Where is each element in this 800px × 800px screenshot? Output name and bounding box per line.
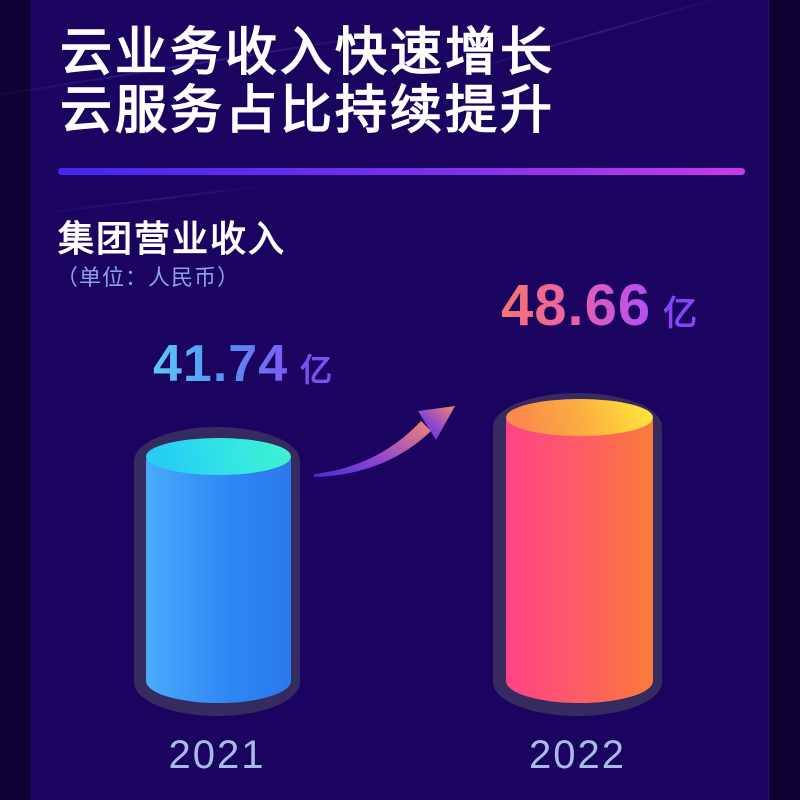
- axis-label-2022: 2022: [529, 733, 626, 777]
- poster-title: 云业务收入快速增长 云服务占比持续提升: [60, 24, 555, 140]
- cylinder-body: [506, 400, 653, 703]
- poster-title-line-1: 云业务收入快速增长: [60, 24, 556, 82]
- title-divider: [58, 168, 745, 175]
- cylinder-top: [506, 399, 653, 436]
- value-2021-number: 41.74: [153, 335, 289, 393]
- value-2022-number: 48.66: [501, 273, 652, 338]
- left-edge-strip: [0, 0, 30, 800]
- right-edge-strip: [768, 0, 800, 800]
- poster-title-line-2: 云服务占比持续提升: [60, 82, 556, 140]
- unit-note: （单位：人民币）: [56, 265, 241, 290]
- axis-label-2021: 2021: [168, 733, 266, 777]
- growth-arrow-icon: [314, 406, 455, 477]
- value-2022-group: 48.66 亿: [501, 272, 697, 339]
- value-2022-unit: 亿: [663, 295, 698, 333]
- cylinder-body: [146, 439, 291, 703]
- value-2021-unit: 亿: [300, 352, 333, 388]
- section-title: 集团营业收入: [58, 218, 287, 259]
- cylinder-top: [146, 438, 291, 475]
- value-2021-group: 41.74 亿: [153, 334, 332, 394]
